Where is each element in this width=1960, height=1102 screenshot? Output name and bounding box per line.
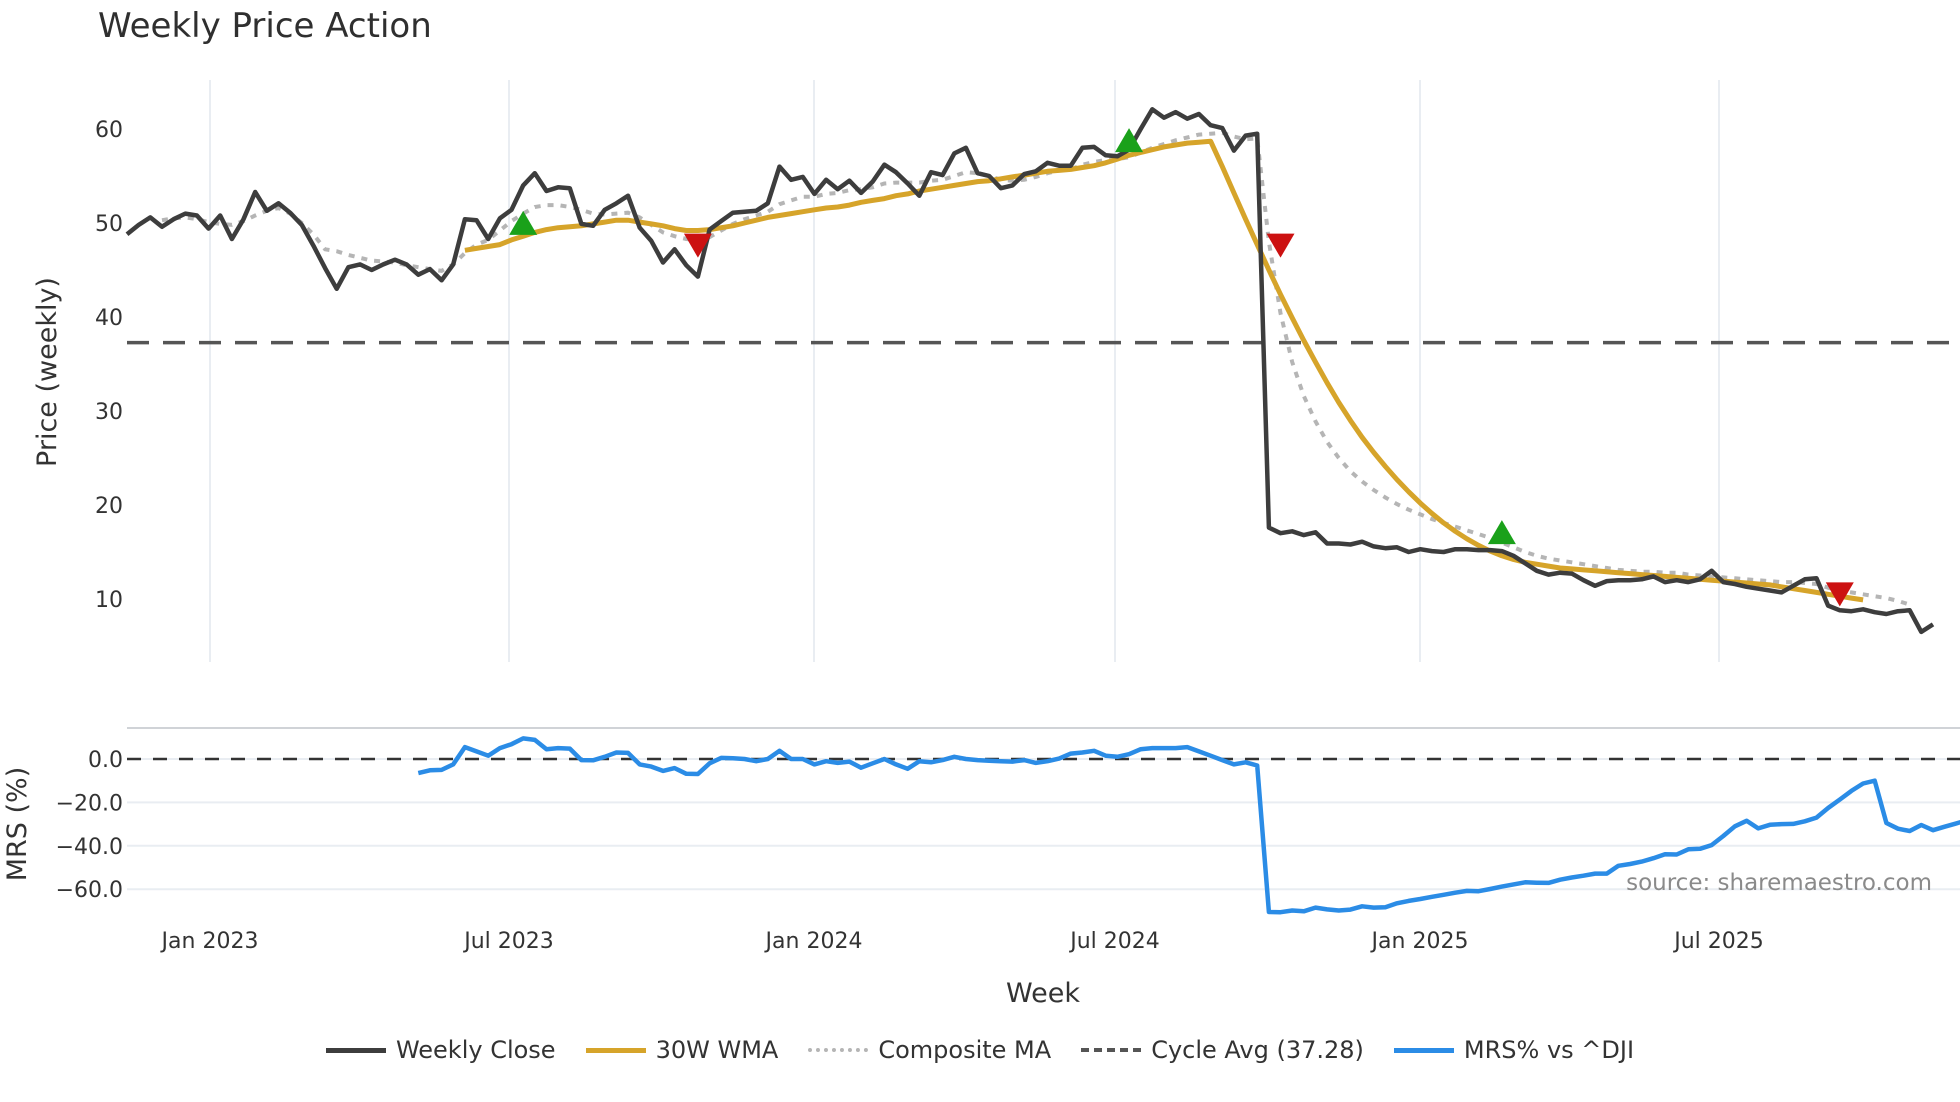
legend-swatch-icon (325, 1047, 386, 1053)
x-axis-title: Week (1006, 978, 1080, 1009)
x-tick-label: Jan 2025 (1370, 929, 1469, 954)
buy-signal-up-triangle-icon (1115, 128, 1144, 153)
legend-item-composite[interactable]: Composite MA (808, 1036, 1051, 1064)
legend-swatch-icon (1081, 1048, 1142, 1052)
legend-label: 30W WMA (655, 1036, 779, 1064)
x-tick-label: Jul 2025 (1672, 929, 1764, 954)
legend-item-cycle[interactable]: Cycle Avg (37.28) (1081, 1036, 1364, 1064)
legend-label: Composite MA (878, 1036, 1052, 1064)
legend-label: Weekly Close (395, 1036, 556, 1064)
sell-signal-down-triangle-icon (1825, 582, 1854, 607)
legend-item-weekly-close[interactable]: Weekly Close (325, 1036, 556, 1064)
gridlines (127, 80, 1960, 891)
buy-signal-up-triangle-icon (1487, 520, 1516, 545)
x-tick-label: Jul 2024 (1068, 929, 1160, 954)
price-tick-label: 60 (95, 118, 123, 143)
price-y-axis: 10 20 30 40 50 60 (95, 118, 123, 613)
mrs-tick-label: 0.0 (88, 748, 123, 773)
x-axis: Jan 2023 Jul 2023 Jan 2024 Jul 2024 Jan 2025… (160, 929, 1764, 954)
composite-ma-line (161, 130, 1911, 607)
legend-label: MRS% vs ^DJI (1463, 1036, 1635, 1064)
legend: Weekly Close 30W WMA Composite MA Cycle Avg… (0, 1036, 1960, 1064)
price-axis-title: Price (weekly) (32, 277, 63, 467)
price-tick-label: 20 (95, 494, 123, 519)
sell-signal-down-triangle-icon (683, 233, 712, 258)
legend-swatch-icon (808, 1048, 869, 1052)
legend-item-mrs[interactable]: MRS% vs ^DJI (1393, 1036, 1635, 1064)
legend-label: Cycle Avg (37.28) (1151, 1036, 1364, 1064)
mrs-y-axis: 0.0 −20.0 −40.0 −60.0 (56, 748, 123, 903)
chart-title: Weekly Price Action (98, 6, 432, 46)
legend-item-wma[interactable]: 30W WMA (585, 1036, 779, 1064)
legend-swatch-icon (585, 1047, 646, 1053)
price-tick-label: 30 (95, 400, 123, 425)
x-tick-label: Jan 2023 (160, 929, 259, 954)
buy-signal-up-triangle-icon (509, 210, 538, 235)
mrs-tick-label: −40.0 (56, 835, 123, 860)
signal-markers (509, 128, 1854, 607)
mrs-axis-title: MRS (%) (2, 767, 33, 882)
mrs-tick-label: −20.0 (56, 791, 123, 816)
x-tick-label: Jan 2024 (764, 929, 863, 954)
series-layer (125, 107, 1960, 915)
x-tick-label: Jul 2023 (462, 929, 554, 954)
mrs-line (417, 736, 1960, 915)
wma-line (464, 138, 1864, 603)
mrs-tick-label: −60.0 (56, 878, 123, 903)
source-label: source: sharemaestro.com (1626, 870, 1932, 896)
price-tick-label: 10 (95, 588, 123, 613)
price-tick-label: 50 (95, 212, 123, 237)
weekly-close-line (125, 107, 1935, 635)
sell-signal-down-triangle-icon (1266, 233, 1295, 258)
price-tick-label: 40 (95, 306, 123, 331)
legend-swatch-icon (1393, 1047, 1454, 1053)
